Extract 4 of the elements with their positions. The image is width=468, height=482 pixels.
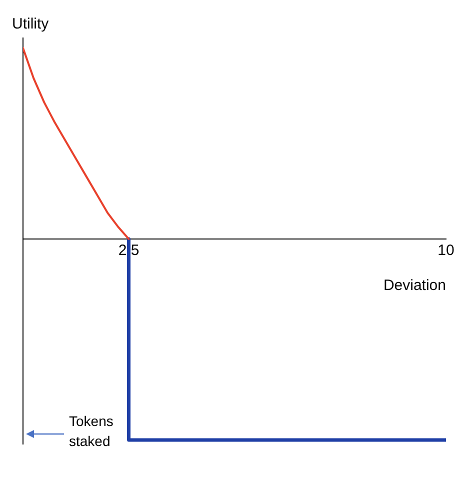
x-tick-label: 10 — [438, 242, 454, 260]
x-axis-title: Deviation — [383, 277, 446, 294]
annotation: Tokens staked — [69, 412, 114, 449]
y-axis-title: Utility — [12, 16, 50, 33]
